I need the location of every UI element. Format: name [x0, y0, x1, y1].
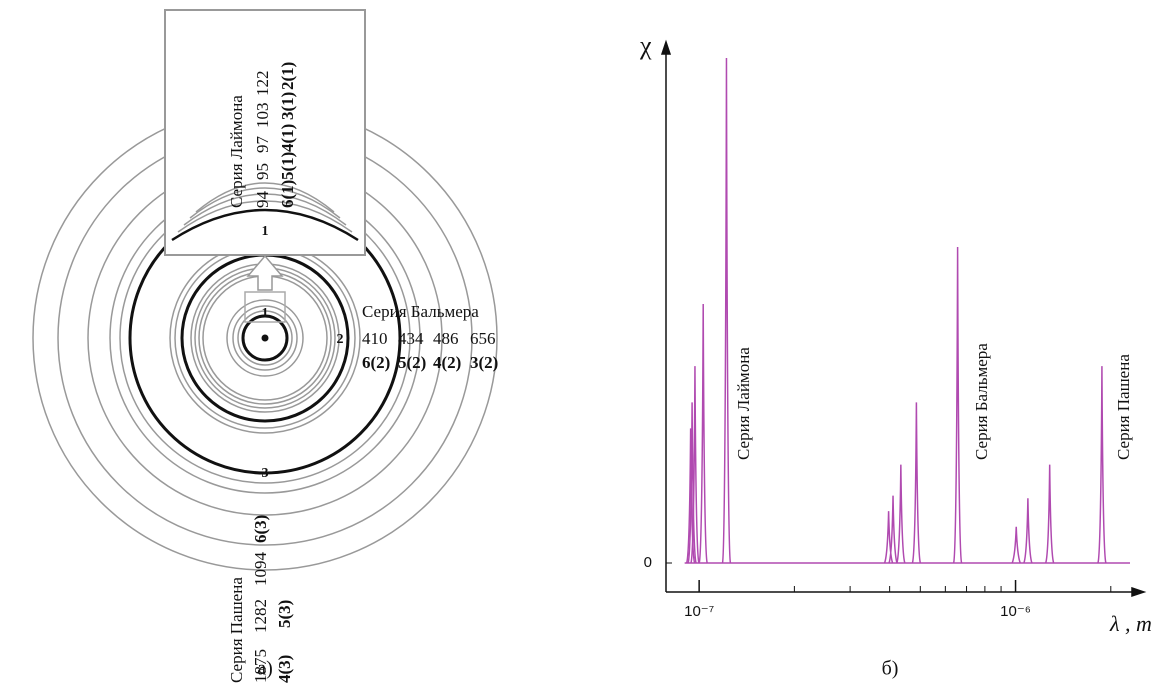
transition: 3(2)	[470, 353, 498, 372]
transition: 6(2)	[362, 353, 390, 372]
caption: б)	[882, 658, 899, 680]
peak	[911, 402, 922, 564]
transition: 6(3)	[251, 515, 270, 543]
x-tick-label: 10⁻⁷	[684, 603, 714, 620]
level-label: 1	[262, 306, 269, 321]
wavelength: 434	[398, 329, 424, 348]
transition: 4(2)	[433, 353, 461, 372]
wavelength: 95	[253, 163, 272, 180]
peak	[1023, 498, 1033, 564]
series-title: Серия Пашена	[227, 577, 246, 683]
transition: 5(2)	[398, 353, 426, 372]
orbits	[32, 9, 498, 571]
wavelength: 1875	[251, 649, 270, 683]
peak	[687, 402, 697, 564]
transition: 4(3)	[275, 655, 294, 683]
series-title: Серия Бальмера	[362, 302, 479, 321]
wavelength: 122	[253, 71, 272, 97]
transition: 3(1)	[278, 92, 297, 120]
peak	[698, 303, 708, 564]
annotation: Серия Бальмера	[972, 343, 991, 460]
caption: а)	[257, 658, 273, 680]
wavelength: 103	[253, 103, 272, 129]
peak	[690, 366, 700, 564]
wavelength: 1282	[251, 599, 270, 633]
annotation: Серия Пашена	[1114, 354, 1133, 460]
level-label: 3	[262, 466, 269, 481]
transition: 4(1)	[278, 124, 297, 152]
peak	[896, 464, 906, 564]
x-axis-label: λ , m	[1109, 611, 1152, 636]
transition: 5(3)	[275, 600, 294, 628]
peak	[721, 57, 732, 564]
transition: 5(1)	[278, 152, 297, 180]
y-tick-label: 0	[644, 554, 652, 571]
peak	[1011, 526, 1021, 564]
wavelength: 656	[470, 329, 496, 348]
annotation: Серия Лаймона	[734, 347, 753, 460]
wavelength: 94	[253, 191, 272, 209]
wavelength: 97	[253, 136, 272, 154]
x-tick-label: 10⁻⁶	[1000, 603, 1031, 620]
peak	[1097, 366, 1107, 564]
level-label: 2	[337, 332, 344, 347]
level-label: 1	[262, 224, 269, 239]
axes	[660, 39, 1147, 598]
peak	[888, 495, 898, 564]
series-title: Серия Лаймона	[227, 95, 246, 208]
wavelength: 486	[433, 329, 459, 348]
wavelength: 1094	[251, 552, 270, 587]
peak	[1044, 464, 1055, 564]
wavelength: 410	[362, 329, 388, 348]
peak	[952, 247, 963, 564]
y-axis-label: χ	[639, 31, 652, 60]
transition: 6(1)	[278, 180, 297, 208]
transition: 2(1)	[278, 62, 297, 90]
